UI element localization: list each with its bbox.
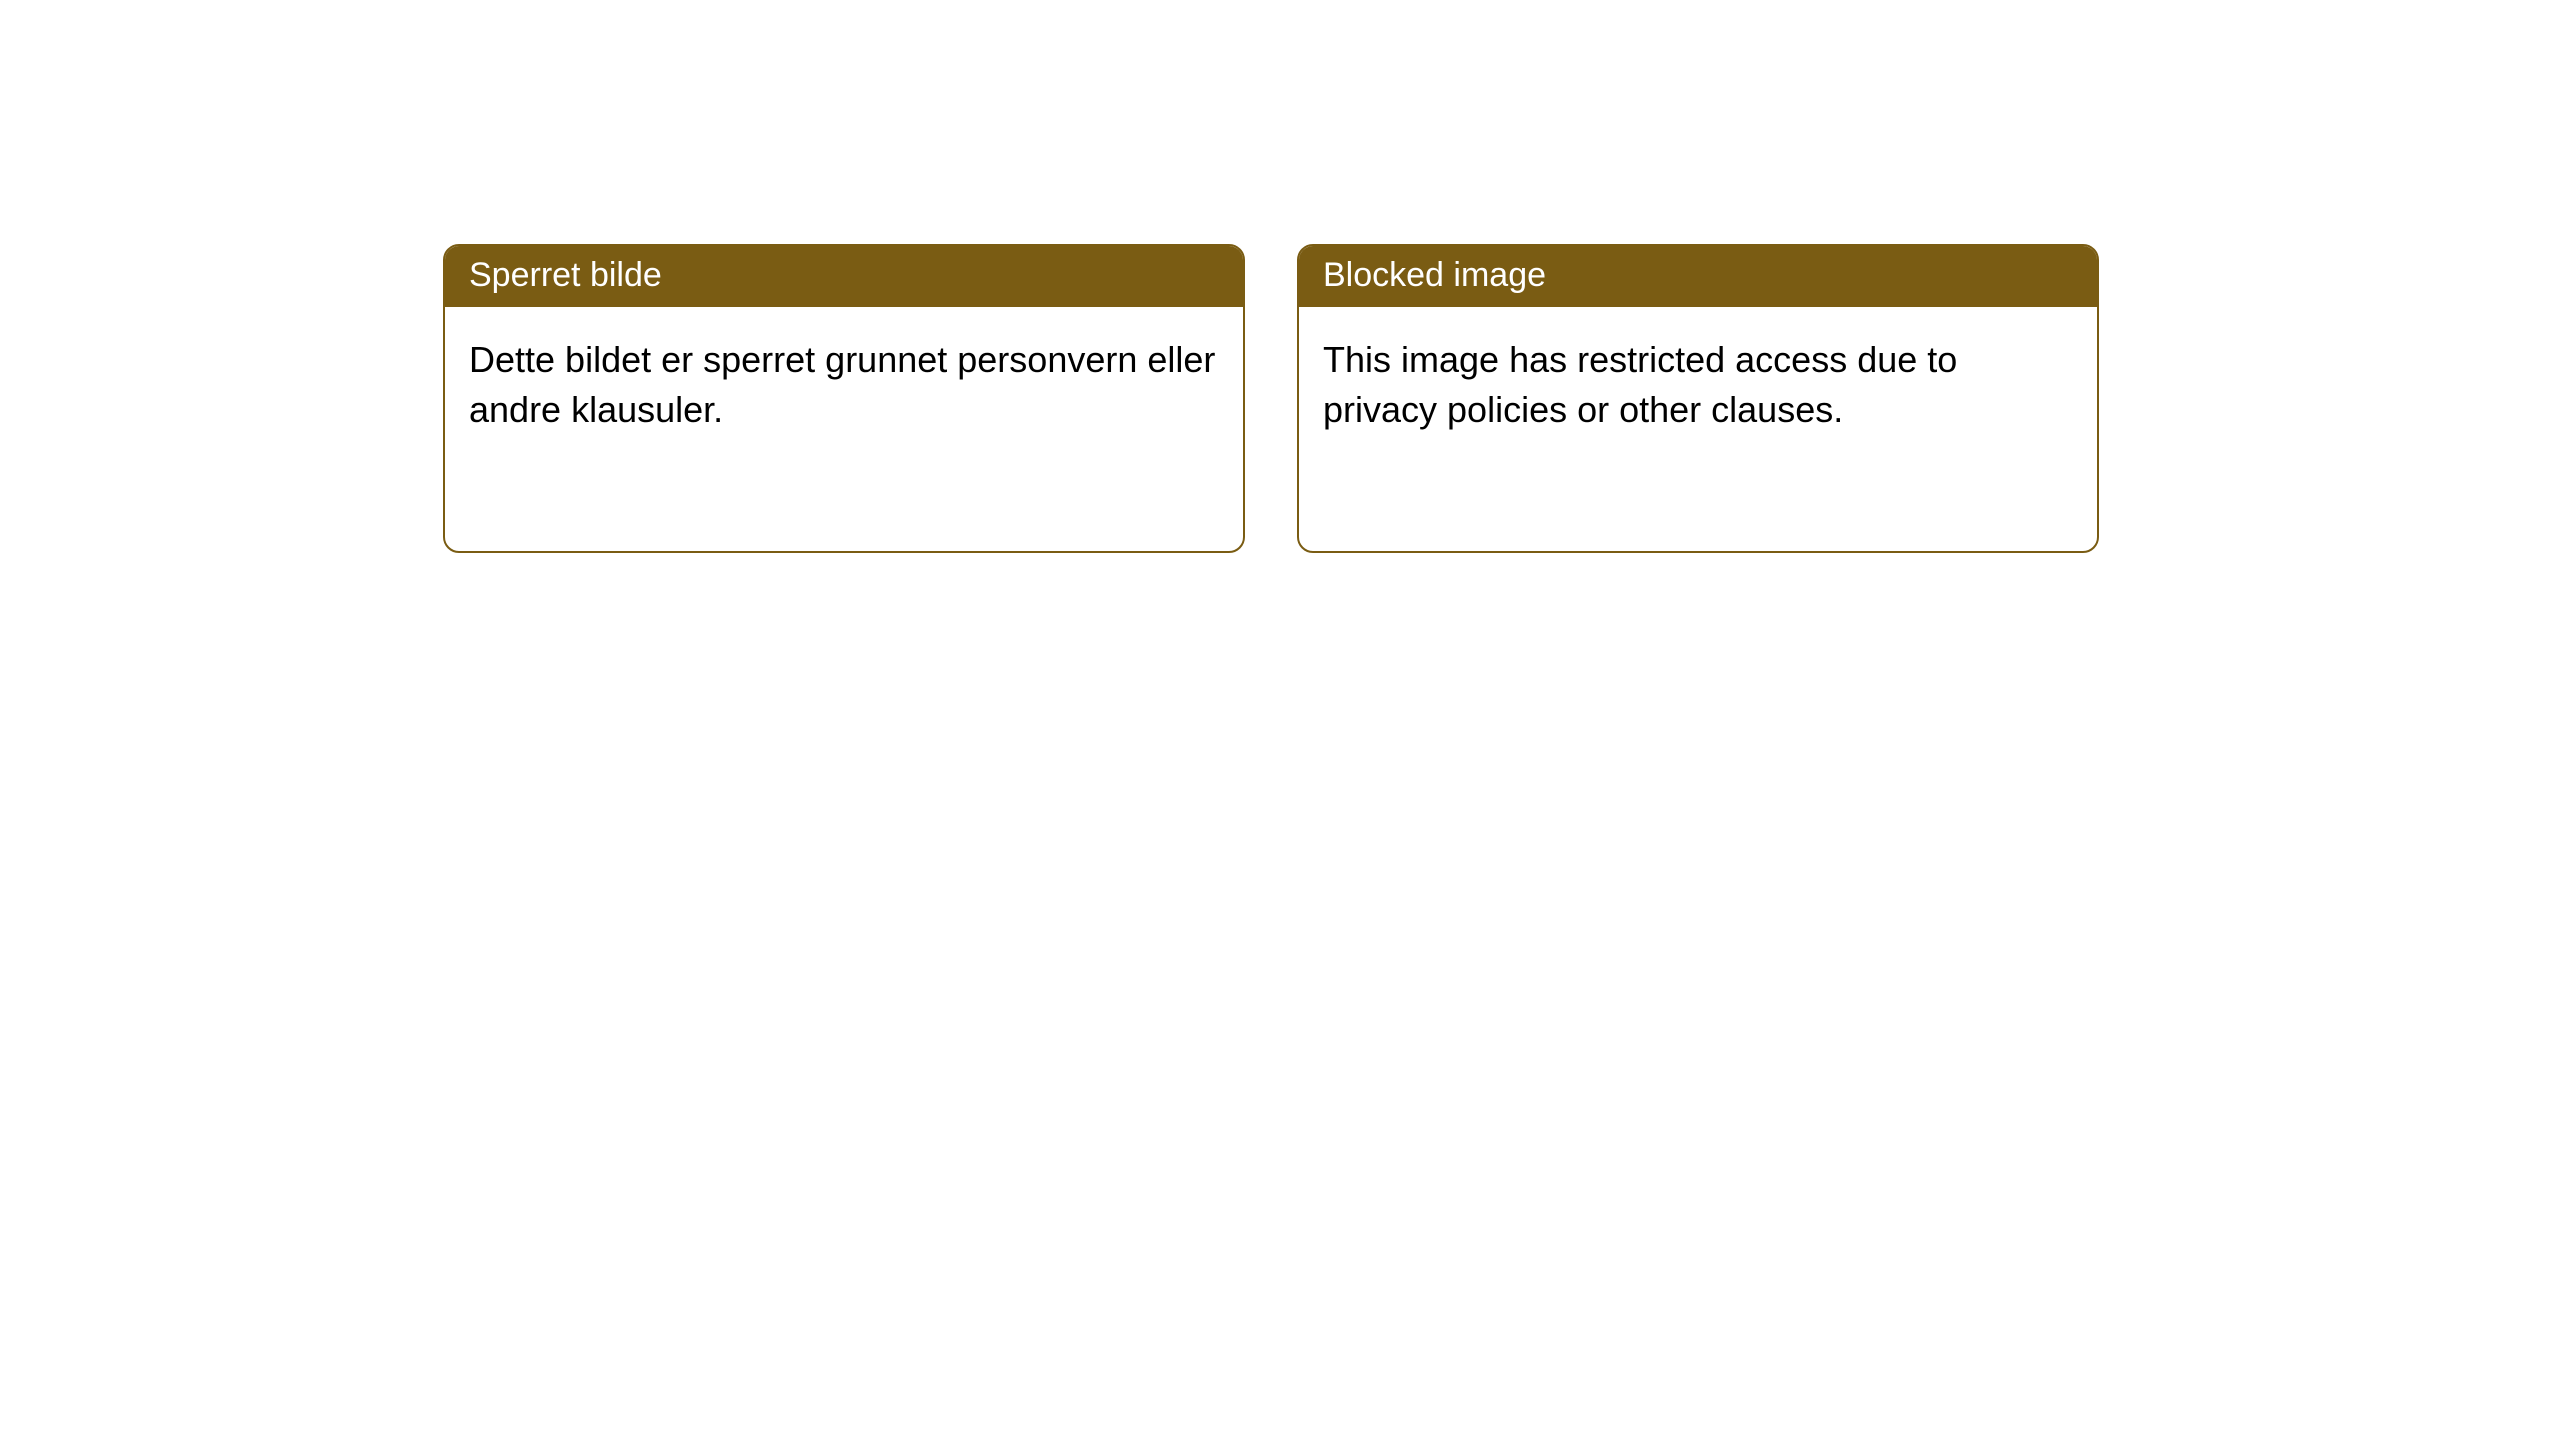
notice-title-no: Sperret bilde — [445, 246, 1243, 307]
notice-container: Sperret bilde Dette bildet er sperret gr… — [443, 244, 2099, 553]
notice-body-en: This image has restricted access due to … — [1299, 307, 2097, 551]
notice-card-no: Sperret bilde Dette bildet er sperret gr… — [443, 244, 1245, 553]
notice-card-en: Blocked image This image has restricted … — [1297, 244, 2099, 553]
notice-body-no: Dette bildet er sperret grunnet personve… — [445, 307, 1243, 551]
notice-title-en: Blocked image — [1299, 246, 2097, 307]
